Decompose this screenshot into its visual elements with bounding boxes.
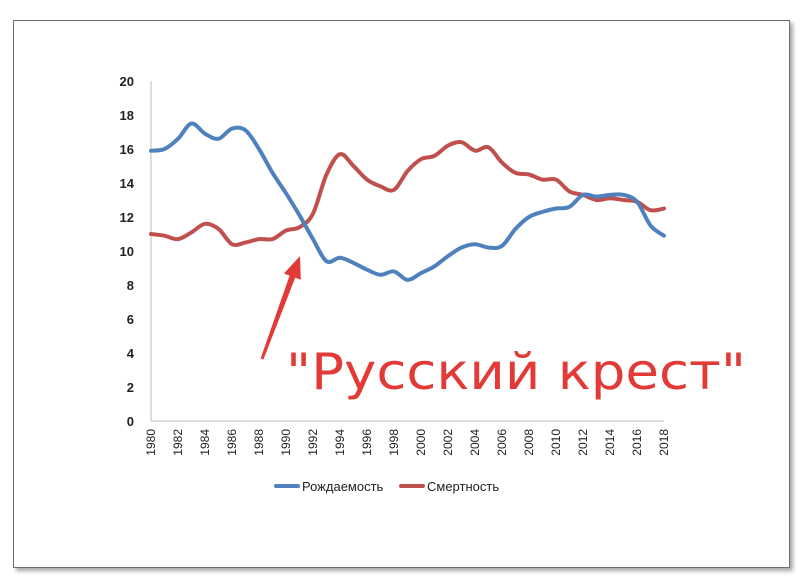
x-tick-label: 2006 (495, 429, 509, 456)
x-tick-label: 1982 (171, 429, 185, 456)
series-line-0 (149, 121, 666, 282)
annotation: "Русский крест" (260, 256, 746, 401)
x-tick-label: 1980 (144, 429, 158, 456)
x-tick-label: 1996 (360, 429, 374, 456)
y-tick-label: 4 (127, 346, 135, 361)
x-tick-label: 2000 (414, 429, 428, 456)
y-tick-label: 8 (127, 278, 134, 293)
y-tick-label: 6 (127, 312, 134, 327)
x-tick-label: 1988 (252, 429, 266, 456)
x-tick-label: 2002 (441, 429, 455, 456)
annotation-arrow (260, 256, 301, 360)
y-tick-label: 10 (120, 244, 134, 259)
legend: Рождаемость Смертность (274, 479, 499, 494)
y-tick-label: 12 (120, 210, 134, 225)
chart-frame: 0 2 4 6 8 10 12 14 16 18 20 1980 1982 1984 1986 1988 19… (13, 20, 790, 568)
y-tick-label: 20 (120, 74, 134, 89)
x-tick-label: 2014 (603, 429, 617, 456)
y-tick-label: 0 (127, 414, 134, 429)
axes (150, 81, 664, 422)
x-tick-labels: 1980 1982 1984 1986 1988 1990 1992 1994 1996 1998… (144, 429, 671, 456)
y-tick-label: 14 (120, 176, 135, 191)
x-tick-label: 2012 (576, 429, 590, 456)
y-tick-label: 2 (127, 380, 134, 395)
series-line-1 (149, 139, 666, 248)
x-tick-label: 1990 (279, 429, 293, 456)
x-tick-label: 2004 (468, 429, 482, 456)
x-tick-label: 1986 (225, 429, 239, 456)
legend-label-1: Смертность (427, 479, 499, 494)
legend-label-0: Рождаемость (302, 479, 384, 494)
y-tick-label: 18 (120, 108, 134, 123)
x-tick-label: 1984 (198, 429, 212, 456)
y-tick-labels: 0 2 4 6 8 10 12 14 16 18 20 (120, 74, 135, 429)
x-tick-label: 1992 (306, 429, 320, 456)
x-tick-label: 1998 (387, 429, 401, 456)
x-tick-label: 2010 (549, 429, 563, 456)
x-tick-label: 2018 (657, 429, 671, 456)
annotation-text: "Русский крест" (286, 343, 746, 401)
x-tick-label: 2016 (630, 429, 644, 456)
series-lines (149, 121, 666, 282)
y-tick-label: 16 (120, 142, 134, 157)
x-tick-label: 1994 (333, 429, 347, 456)
x-tick-label: 2008 (522, 429, 536, 456)
